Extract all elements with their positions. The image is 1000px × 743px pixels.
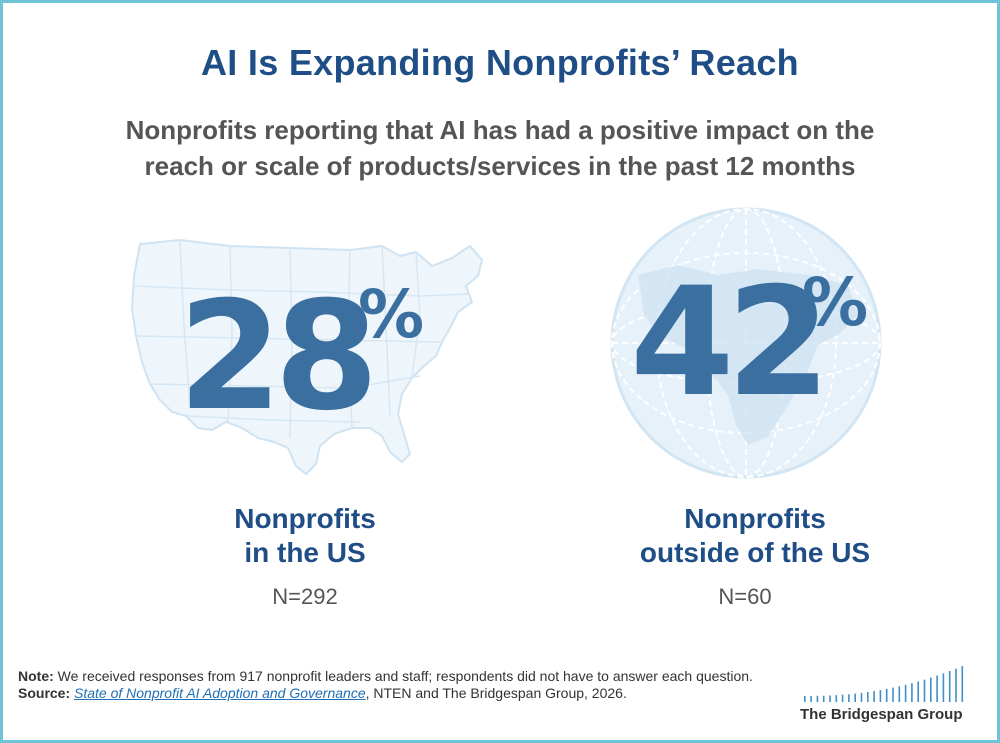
logo-wordmark: The Bridgespan Group xyxy=(800,706,963,723)
stat-us-percent: % xyxy=(358,276,425,353)
logo-bar xyxy=(829,695,831,702)
logo-bar xyxy=(904,684,907,702)
logo-bar xyxy=(923,679,926,702)
logo-bar xyxy=(917,681,919,702)
logo-bar xyxy=(948,671,951,702)
page-title: AI Is Expanding Nonprofits’ Reach xyxy=(201,42,799,83)
logo-bar xyxy=(885,688,888,702)
logo-bar xyxy=(810,695,812,702)
logo-bar xyxy=(822,695,825,702)
logo-bar xyxy=(841,694,844,702)
source-line: Source: State of Nonprofit AI Adoption a… xyxy=(18,685,758,702)
logo-bar xyxy=(867,692,869,702)
subtitle-line-1: Nonprofits reporting that AI has had a p… xyxy=(125,115,875,145)
logo-bar xyxy=(854,693,856,702)
group-label-intl: Nonprofits outside of the US xyxy=(590,502,920,570)
source-label: Source: xyxy=(18,685,71,701)
logo-bar xyxy=(898,686,901,702)
logo-bar xyxy=(804,696,806,702)
logo-bar xyxy=(930,677,932,702)
note-line: Note: We received responses from 917 non… xyxy=(18,668,758,685)
source-rest: , NTEN and The Bridgespan Group, 2026. xyxy=(365,685,627,701)
logo-bar xyxy=(848,694,850,702)
note-label: Note: xyxy=(18,668,54,684)
us-map-icon xyxy=(130,238,484,476)
group-label-us-line-2: in the US xyxy=(244,537,366,568)
logo-bar xyxy=(911,683,913,702)
logo-bar xyxy=(892,687,894,702)
logo-bar xyxy=(860,692,863,702)
stat-intl: 42 % xyxy=(630,268,868,418)
sample-size-us: N=292 xyxy=(272,584,338,609)
logo-bar xyxy=(879,690,882,702)
logo-bar xyxy=(961,666,964,702)
logo-bar xyxy=(942,673,945,702)
globe-landmass xyxy=(638,265,858,445)
stat-intl-percent: % xyxy=(802,264,869,341)
group-label-us-line-1: Nonprofits xyxy=(234,503,376,534)
sample-size-intl: N=60 xyxy=(718,584,772,609)
footnotes: Note: We received responses from 917 non… xyxy=(18,668,758,702)
bridgespan-logo-icon xyxy=(804,666,964,702)
stat-us-value: 28 xyxy=(178,270,379,444)
subtitle-line-2: reach or scale of products/services in t… xyxy=(144,151,856,181)
group-label-us: Nonprofits in the US xyxy=(160,502,450,570)
logo-bar xyxy=(955,668,957,702)
logo-bar xyxy=(835,695,838,702)
stat-us: 28 % xyxy=(178,282,424,433)
logo-bar xyxy=(936,675,938,702)
logo-bar xyxy=(873,691,875,702)
note-text: We received responses from 917 nonprofit… xyxy=(53,668,753,684)
stat-intl-value: 42 xyxy=(630,256,831,430)
page-subtitle: Nonprofits reporting that AI has had a p… xyxy=(0,112,1000,184)
us-map-outline xyxy=(130,238,484,476)
logo-bar xyxy=(816,695,819,702)
group-label-intl-line-1: Nonprofits xyxy=(684,503,826,534)
group-label-intl-line-2: outside of the US xyxy=(639,537,871,568)
source-title-link[interactable]: State of Nonprofit AI Adoption and Gover… xyxy=(74,685,366,701)
globe-icon xyxy=(610,207,882,479)
